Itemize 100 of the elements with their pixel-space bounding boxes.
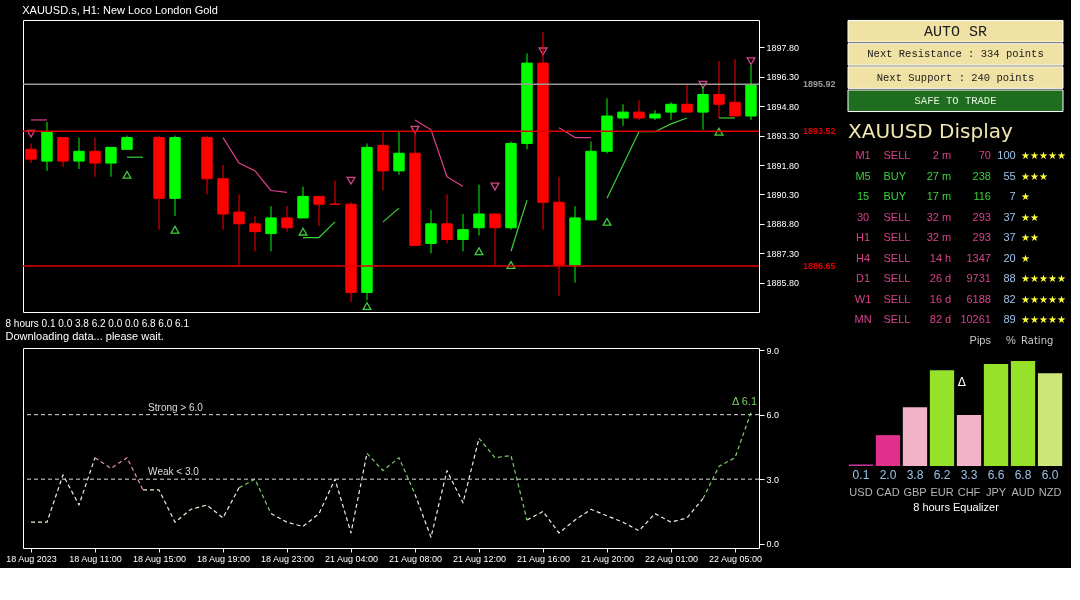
candlestick (473, 184, 485, 237)
text: BUY (883, 190, 907, 203)
data-label: 6.8 (1014, 468, 1032, 482)
category-label: H1 (856, 231, 871, 244)
y-tick-label: 1893.30 (766, 131, 800, 142)
bar (1010, 361, 1036, 466)
chart-title: 8 hours 0.1 0.0 3.8 6.2 0.0 0.0 6.8 6.0 6.1 (5, 318, 190, 330)
text: Next Support : 240 points (876, 71, 1035, 84)
candlestick (281, 205, 293, 233)
y-tick-label: 1890.30 (766, 189, 800, 200)
category-label: W1 (854, 292, 872, 305)
x-tick-label: 18 Aug 23:00 (260, 553, 315, 564)
category-label: D1 (856, 272, 871, 285)
data-label: 6.0 (1041, 468, 1059, 482)
candlestick (313, 195, 325, 227)
text: ★ (1021, 252, 1031, 264)
text: ★★★★★ (1021, 293, 1066, 305)
y-tick-label: 1897.80 (766, 42, 800, 53)
annotation: Δ (957, 375, 967, 389)
bar (983, 364, 1009, 466)
text: 89 (1003, 313, 1016, 326)
text: SELL (883, 231, 911, 244)
x-tick-label: 22 Aug 01:00 (644, 553, 699, 564)
y-tick-label: 9.0 (766, 345, 780, 356)
category-label: 30 (856, 210, 870, 223)
category-label: Pips (969, 333, 992, 346)
candlestick (713, 60, 725, 119)
text: SELL (883, 272, 911, 285)
text: ★★ (1021, 232, 1040, 244)
text: 37 (1003, 210, 1016, 223)
x-tick-label: 18 Aug 19:00 (196, 553, 251, 564)
point (506, 260, 516, 269)
point (170, 225, 180, 234)
ref-line-label: 1893.52 (803, 126, 836, 137)
text: ★ (1021, 191, 1031, 203)
text: 82 (1003, 292, 1016, 305)
text: ★★★ (1021, 170, 1048, 182)
candlestick (729, 58, 741, 117)
text: ★★ (1021, 211, 1040, 223)
text: ★★★★★ (1021, 150, 1066, 162)
text: 27 m (926, 169, 952, 182)
y-tick-label: 3.0 (766, 474, 780, 485)
x-tick-label: NZD (1038, 485, 1062, 498)
y-tick-label: 0.0 (766, 539, 780, 550)
text: 88 (1003, 272, 1016, 285)
candlestick (25, 142, 37, 164)
category-label: MN (854, 313, 872, 326)
point (346, 176, 356, 185)
y-tick-label: 1885.80 (766, 278, 800, 289)
ref-line-label: Weak < 3.0 (148, 466, 200, 478)
x-tick-label: 21 Aug 16:00 (516, 553, 571, 564)
bar (902, 407, 928, 466)
text: ★★★★★ (1021, 314, 1066, 326)
text: 14 h (929, 251, 952, 264)
y-tick-label: 1888.80 (766, 219, 800, 230)
text: SAFE TO TRADE (914, 94, 997, 107)
text: 6188 (966, 292, 991, 305)
point (122, 170, 132, 179)
x-tick-label: EUR (930, 485, 954, 498)
text: Next Resistance : 334 points (867, 48, 1044, 61)
data-label: 3.3 (960, 468, 978, 482)
text: SELL (883, 210, 911, 223)
chart-subtitle: Downloading data... please wait. (5, 330, 164, 343)
data-label: 0.1 (852, 468, 870, 482)
x-tick-label: 21 Aug 20:00 (580, 553, 635, 564)
text: XAUUSD Display (848, 119, 1013, 143)
candlestick (105, 146, 117, 178)
text: 10261 (960, 313, 991, 326)
x-tick-label: 21 Aug 04:00 (324, 553, 379, 564)
text: 16 d (929, 292, 952, 305)
candlestick (441, 193, 453, 244)
bar (875, 435, 901, 466)
x-tick-label: 18 Aug 15:00 (132, 553, 187, 564)
annotation: Δ 6.1 (731, 394, 757, 407)
text: 17 m (926, 190, 952, 203)
bar (956, 415, 982, 466)
text: 2 m (932, 149, 952, 162)
category-label: M1 (855, 149, 871, 162)
text: 293 (972, 231, 991, 244)
text: 37 (1003, 231, 1016, 244)
text: SELL (883, 313, 911, 326)
point (698, 80, 708, 89)
category-label: M5 (855, 169, 871, 182)
point (538, 47, 548, 56)
y-tick-label: 1896.30 (766, 72, 800, 83)
y-tick-label: 1887.30 (766, 248, 800, 259)
candlestick (489, 213, 501, 266)
candlestick (265, 205, 277, 252)
text: ★★★★★ (1021, 273, 1066, 285)
point (746, 57, 756, 66)
text: SELL (883, 292, 911, 305)
candlestick (457, 213, 469, 252)
y-tick-label: 6.0 (766, 410, 780, 421)
y-tick-label: 1891.80 (766, 160, 800, 171)
candlestick (329, 180, 341, 205)
text: 32 m (926, 231, 952, 244)
x-tick-label: 21 Aug 12:00 (452, 553, 507, 564)
text: AUTO SR (923, 24, 988, 42)
text: 70 (978, 149, 991, 162)
text: 1347 (966, 251, 991, 264)
